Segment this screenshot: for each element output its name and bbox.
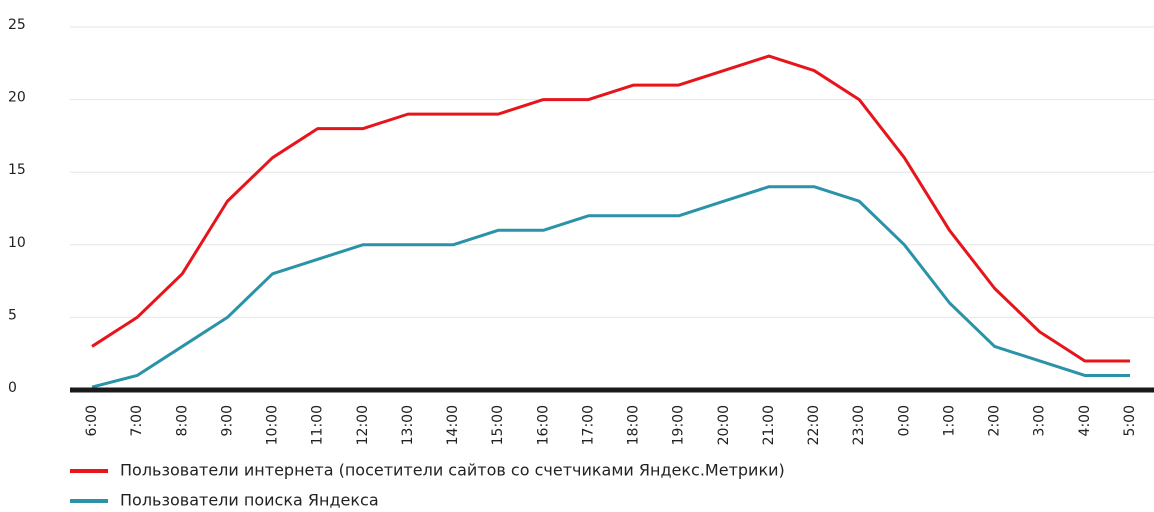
x-tick-label: 23:00 bbox=[851, 405, 867, 445]
x-tick-label: 7:00 bbox=[129, 405, 145, 436]
x-tick-label: 4:00 bbox=[1077, 405, 1093, 436]
y-tick-label: 20 bbox=[8, 90, 26, 106]
series-line bbox=[91, 185, 1130, 389]
x-tick-label: 3:00 bbox=[1032, 405, 1048, 436]
x-tick-label: 1:00 bbox=[941, 405, 957, 436]
legend-label: Пользователи поиска Яндекса bbox=[120, 491, 379, 510]
x-tick-label: 0:00 bbox=[896, 405, 912, 436]
y-tick-label: 5 bbox=[8, 307, 17, 323]
x-tick-label: 20:00 bbox=[716, 405, 732, 445]
x-tick-label: 21:00 bbox=[761, 405, 777, 445]
x-tick-label: 17:00 bbox=[580, 405, 596, 445]
x-tick-label: 2:00 bbox=[987, 405, 1003, 436]
x-tick-label: 8:00 bbox=[174, 405, 190, 436]
series-line bbox=[91, 54, 1130, 363]
x-tick-label: 15:00 bbox=[490, 405, 506, 445]
x-tick-label: 22:00 bbox=[806, 405, 822, 445]
x-tick-label: 6:00 bbox=[84, 405, 100, 436]
x-tick-label: 11:00 bbox=[310, 405, 326, 445]
x-tick-label: 16:00 bbox=[535, 405, 551, 445]
y-tick-label: 10 bbox=[8, 235, 26, 251]
x-tick-label: 13:00 bbox=[400, 405, 416, 445]
x-tick-label: 19:00 bbox=[671, 405, 687, 445]
x-tick-label: 14:00 bbox=[445, 405, 461, 445]
y-tick-label: 0 bbox=[8, 380, 17, 396]
y-tick-label: 25 bbox=[8, 17, 26, 33]
x-tick-label: 12:00 bbox=[355, 405, 371, 445]
x-tick-label: 9:00 bbox=[219, 405, 235, 436]
x-tick-label: 10:00 bbox=[265, 405, 281, 445]
legend-label: Пользователи интернета (посетители сайто… bbox=[120, 461, 785, 480]
x-tick-label: 18:00 bbox=[626, 405, 642, 445]
y-tick-label: 15 bbox=[8, 162, 26, 178]
x-tick-label: 5:00 bbox=[1122, 405, 1138, 436]
